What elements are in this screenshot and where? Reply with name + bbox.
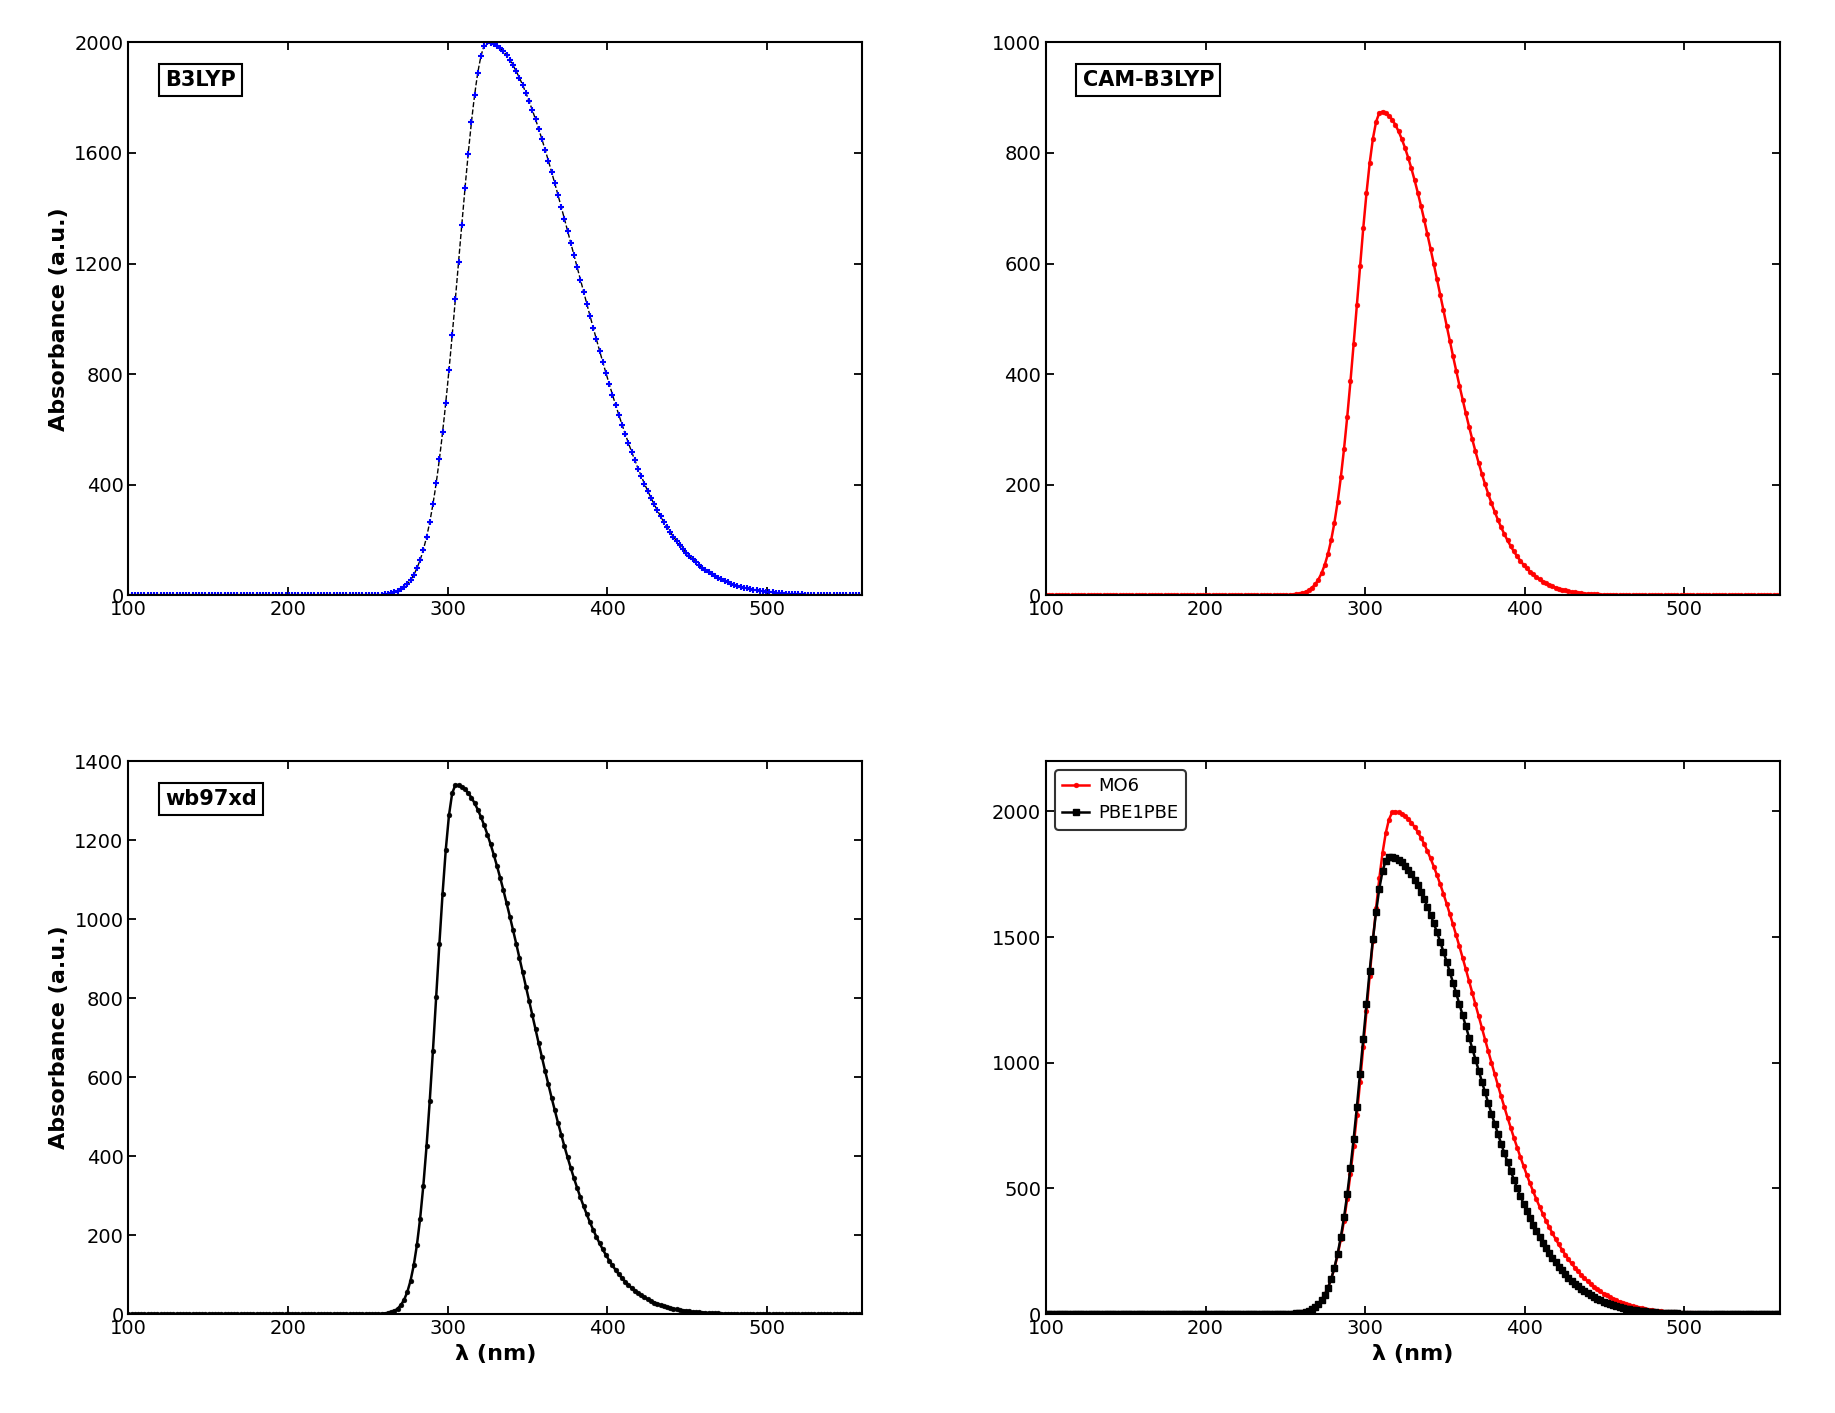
Line: PBE1PBE: PBE1PBE	[1042, 853, 1784, 1317]
PBE1PBE	[1035, 1306, 1057, 1323]
PBE1PBE	[1169, 1306, 1191, 1323]
Text: wb97xd: wb97xd	[165, 788, 257, 808]
MO6	[1618, 1297, 1640, 1314]
Line: MO6: MO6	[1044, 810, 1782, 1317]
PBE1PBE	[1618, 1301, 1640, 1318]
MO6	[1169, 1306, 1191, 1323]
X-axis label: λ (nm): λ (nm)	[455, 1344, 536, 1364]
X-axis label: λ (nm): λ (nm)	[1373, 1344, 1453, 1364]
MO6	[1718, 1306, 1740, 1323]
MO6	[1765, 1306, 1787, 1323]
PBE1PBE	[1769, 1306, 1791, 1323]
Y-axis label: Absorbance (a.u.): Absorbance (a.u.)	[50, 926, 68, 1149]
MO6	[1635, 1300, 1657, 1317]
PBE1PBE	[1718, 1306, 1740, 1323]
Y-axis label: Absorbance (a.u.): Absorbance (a.u.)	[50, 208, 68, 431]
MO6	[1384, 803, 1406, 820]
PBE1PBE	[1378, 848, 1400, 865]
MO6	[1284, 1304, 1307, 1321]
MO6	[1035, 1306, 1057, 1323]
Legend: MO6, PBE1PBE: MO6, PBE1PBE	[1055, 770, 1185, 829]
PBE1PBE	[1765, 1306, 1787, 1323]
PBE1PBE	[1284, 1306, 1307, 1323]
Text: CAM-B3LYP: CAM-B3LYP	[1083, 71, 1215, 90]
Text: B3LYP: B3LYP	[165, 71, 237, 90]
PBE1PBE	[1635, 1303, 1657, 1320]
MO6	[1769, 1306, 1791, 1323]
